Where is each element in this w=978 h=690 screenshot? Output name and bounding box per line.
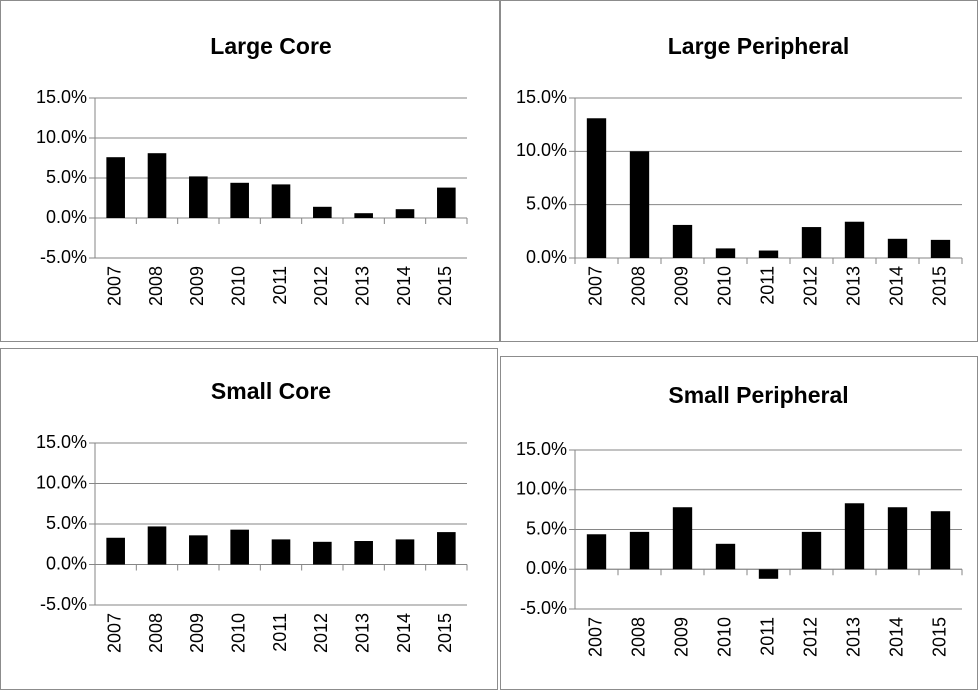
bar <box>801 531 822 570</box>
bar <box>629 531 650 570</box>
x-tick-label: 2008 <box>146 613 166 653</box>
x-tick-label: 2011 <box>270 613 290 652</box>
y-tick-label: 0.0% <box>526 247 567 267</box>
x-tick-label: 2010 <box>714 617 734 657</box>
bar <box>930 511 951 570</box>
bar <box>147 526 167 565</box>
y-tick-label: 15.0% <box>516 87 567 107</box>
x-tick-label: 2010 <box>714 266 734 306</box>
x-tick-label: 2015 <box>435 613 455 653</box>
y-tick-label: 15.0% <box>516 439 567 459</box>
y-tick-label: 5.0% <box>46 167 87 187</box>
bar <box>758 569 779 579</box>
bar <box>230 182 249 218</box>
x-tick-label: 2014 <box>886 617 906 657</box>
y-tick-label: 5.0% <box>526 518 567 538</box>
x-tick-label: 2008 <box>146 266 166 306</box>
y-tick-label: 10.0% <box>516 479 567 499</box>
x-tick-label: 2013 <box>352 266 372 306</box>
chart-title: Large Peripheral <box>668 33 850 59</box>
x-tick-label: 2011 <box>757 266 777 305</box>
x-tick-label: 2010 <box>228 613 248 653</box>
bar <box>586 534 607 570</box>
x-tick-label: 2009 <box>671 266 691 306</box>
bar <box>395 539 415 565</box>
x-tick-label: 2015 <box>929 266 949 306</box>
x-tick-label: 2015 <box>929 617 949 657</box>
x-tick-label: 2013 <box>352 613 372 653</box>
bar <box>189 176 208 218</box>
bar <box>354 213 373 218</box>
bar <box>844 221 865 258</box>
y-tick-label: 5.0% <box>526 193 567 213</box>
x-tick-label: 2007 <box>585 266 605 306</box>
x-tick-label: 2009 <box>187 266 207 306</box>
chart-title: Small Core <box>211 378 331 404</box>
x-tick-label: 2007 <box>104 266 124 306</box>
x-tick-label: 2012 <box>311 613 331 653</box>
x-tick-label: 2014 <box>394 613 414 653</box>
bar <box>672 224 693 258</box>
x-tick-label: 2007 <box>104 613 124 653</box>
bar <box>271 184 291 218</box>
bar <box>189 535 208 565</box>
y-tick-label: 0.0% <box>526 558 567 578</box>
bar <box>672 507 693 570</box>
bar <box>354 541 373 565</box>
x-tick-label: 2008 <box>628 617 648 657</box>
chart-title: Large Core <box>210 33 331 59</box>
x-tick-label: 2011 <box>270 266 290 305</box>
bar <box>230 529 249 565</box>
bar <box>395 209 415 218</box>
y-tick-label: 0.0% <box>46 553 87 573</box>
x-tick-label: 2007 <box>585 617 605 657</box>
y-tick-label: 10.0% <box>36 127 87 147</box>
y-tick-label: 0.0% <box>46 207 87 227</box>
bar <box>586 118 607 259</box>
y-tick-label: -5.0% <box>40 247 87 267</box>
bar <box>715 248 736 258</box>
y-tick-label: 15.0% <box>36 87 87 107</box>
bar <box>887 238 908 258</box>
x-tick-label: 2014 <box>394 266 414 306</box>
y-tick-label: -5.0% <box>520 598 567 618</box>
bar <box>930 239 951 258</box>
bar <box>313 206 332 218</box>
y-tick-label: 10.0% <box>36 472 87 492</box>
bar <box>106 157 125 218</box>
x-tick-label: 2009 <box>187 613 207 653</box>
x-tick-label: 2012 <box>800 266 820 306</box>
y-tick-label: 5.0% <box>46 513 87 533</box>
y-tick-label: 15.0% <box>36 432 87 452</box>
bar <box>437 532 456 565</box>
x-tick-label: 2008 <box>628 266 648 306</box>
x-tick-label: 2010 <box>228 266 248 306</box>
bar <box>801 227 822 258</box>
x-tick-label: 2012 <box>800 617 820 657</box>
bar <box>844 503 865 570</box>
bar <box>271 539 291 565</box>
panel <box>0 0 500 342</box>
bar <box>887 507 908 570</box>
x-tick-label: 2009 <box>671 617 691 657</box>
bar <box>313 541 332 565</box>
x-tick-label: 2011 <box>757 617 777 656</box>
x-tick-label: 2013 <box>843 617 863 657</box>
x-tick-label: 2013 <box>843 266 863 306</box>
bar <box>629 151 650 258</box>
bar <box>147 153 167 218</box>
y-tick-label: 10.0% <box>516 140 567 160</box>
x-tick-label: 2012 <box>311 266 331 306</box>
x-tick-label: 2014 <box>886 266 906 306</box>
bar <box>437 187 456 218</box>
bar <box>758 250 779 258</box>
bar <box>106 537 125 565</box>
y-tick-label: -5.0% <box>40 594 87 614</box>
chart-title: Small Peripheral <box>668 382 848 408</box>
x-tick-label: 2015 <box>435 266 455 306</box>
bar <box>715 543 736 570</box>
